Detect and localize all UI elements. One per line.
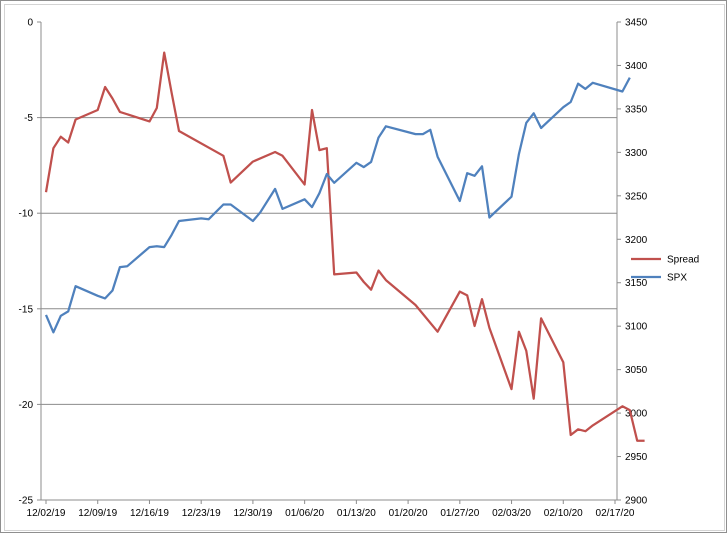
x-tick-label: 12/23/19: [182, 508, 221, 519]
left-tick-label: -5: [24, 113, 33, 124]
right-tick-label: 3000: [625, 409, 648, 420]
gridlines: [41, 117, 617, 405]
right-tick-label: 3050: [625, 365, 648, 376]
legend-label-spx: SPX: [667, 273, 687, 284]
left-tick-label: -20: [19, 400, 34, 411]
left-tick-label: -25: [19, 496, 34, 507]
left-tick-label: -15: [19, 304, 34, 315]
legend-label-spread: Spread: [667, 255, 699, 266]
x-tick-label: 02/03/20: [492, 508, 531, 519]
x-tick-label: 12/16/19: [130, 508, 169, 519]
right-tick-label: 3400: [625, 61, 648, 72]
right-tick-label: 3350: [625, 104, 648, 115]
right-tick-label: 3150: [625, 278, 648, 289]
chart-frame-inner: [4, 4, 725, 531]
x-tick-label: 01/06/20: [285, 508, 324, 519]
right-tick-label: 3100: [625, 322, 648, 333]
x-tick-label: 12/30/19: [233, 508, 272, 519]
x-tick-label: 01/27/20: [440, 508, 479, 519]
left-axis-ticks: 0 -5 -10 -15 -20 -25: [19, 18, 41, 507]
right-tick-label: 2900: [625, 496, 648, 507]
right-tick-label: 3200: [625, 235, 648, 246]
x-tick-label: 12/02/19: [27, 508, 66, 519]
right-tick-label: 3250: [625, 191, 648, 202]
left-tick-label: -10: [19, 209, 34, 220]
x-tick-label: 01/20/20: [389, 508, 428, 519]
x-axis-ticks: 12/02/19 12/09/19 12/16/19 12/23/19 12/30/19…: [27, 500, 635, 519]
left-tick-label: 0: [27, 18, 33, 29]
right-tick-label: 2950: [625, 452, 648, 463]
x-tick-label: 02/17/20: [596, 508, 635, 519]
right-axis-ticks: 3450 3400 3350 3300 3250 3200 3150 3100 3050 3000…: [617, 18, 648, 507]
right-tick-label: 3300: [625, 148, 648, 159]
series-layer: [44, 51, 645, 442]
x-tick-label: 02/10/20: [544, 508, 583, 519]
series-line-spread: [44, 51, 645, 442]
x-tick-label: 12/09/19: [78, 508, 117, 519]
x-tick-label: 01/13/20: [337, 508, 376, 519]
right-tick-label: 3450: [625, 18, 648, 29]
series-line-spx: [44, 77, 631, 334]
legend: Spread SPX: [631, 255, 699, 284]
